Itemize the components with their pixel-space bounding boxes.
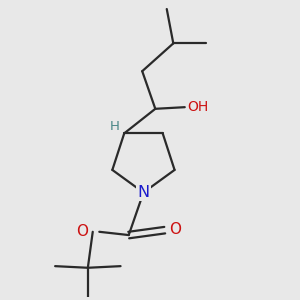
Text: H: H [110,120,120,133]
Text: OH: OH [187,100,208,114]
Text: N: N [137,185,149,200]
Text: O: O [76,224,88,239]
Text: O: O [169,222,181,237]
